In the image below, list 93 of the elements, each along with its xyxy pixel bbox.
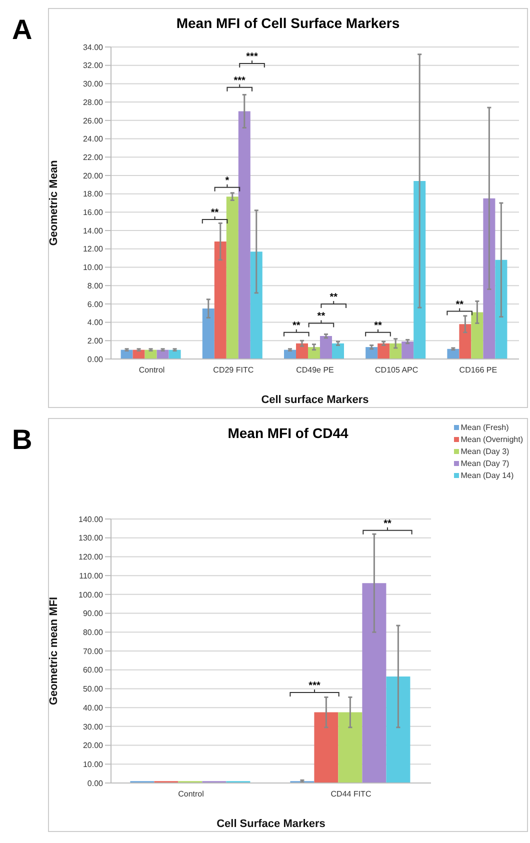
- y-tick-label: 100.00: [78, 590, 104, 600]
- y-tick-label: 20.00: [82, 741, 104, 750]
- text: A: [12, 14, 32, 46]
- y-tick-label: 10.00: [82, 760, 104, 769]
- y-tick-label: 12.00: [82, 244, 104, 254]
- y-tick-label: 30.00: [82, 722, 104, 732]
- bar: [226, 196, 238, 359]
- x-tick-label: Control: [178, 790, 204, 799]
- bar: [459, 324, 472, 359]
- bar: [414, 180, 426, 359]
- bar: [308, 347, 320, 359]
- y-tick-label: 30.00: [82, 80, 104, 89]
- bar: [332, 343, 344, 359]
- y-tick-label: 34.00: [82, 42, 104, 52]
- y-tick-label: 140.00: [78, 514, 104, 524]
- x-tick-label: Control: [138, 366, 165, 375]
- y-tick-label: 130.00: [78, 534, 104, 543]
- bar: [471, 312, 484, 359]
- annotation: **: [456, 299, 464, 310]
- y-tick-label: 80.00: [82, 628, 104, 637]
- bar: [250, 252, 262, 359]
- y-tick-label: 16.00: [82, 208, 104, 218]
- bar: [495, 260, 508, 359]
- y-tick-label: 4.00: [87, 318, 104, 328]
- bar: [296, 343, 308, 359]
- bar: [320, 336, 332, 359]
- y-tick-label: 0.00: [87, 778, 104, 788]
- annotation: *: [225, 175, 230, 186]
- y-tick-label: 60.00: [82, 666, 104, 675]
- y-tick-label: 6.00: [87, 300, 104, 309]
- annotation: **: [384, 518, 392, 530]
- bar: [144, 350, 157, 359]
- y-axis-title: Geometric Mean: [48, 160, 60, 246]
- bar: [238, 111, 250, 359]
- bar: [214, 242, 226, 359]
- chart-title: Mean MFI of CD44: [228, 425, 348, 441]
- bar: [338, 712, 362, 783]
- legend-label: Mean (Day 3): [460, 447, 510, 456]
- legend-label: Mean (Fresh): [460, 423, 509, 432]
- text: B: [12, 424, 32, 456]
- bar: [314, 712, 338, 783]
- y-tick-label: 26.00: [82, 116, 104, 126]
- x-tick-label: CD105 APC: [375, 366, 418, 375]
- x-tick-label: CD44 FITC: [330, 790, 372, 799]
- y-tick-label: 20.00: [82, 171, 104, 180]
- x-tick-label: CD166 PE: [459, 366, 498, 375]
- legend-label: Mean (Day 14): [460, 471, 514, 480]
- bar: [402, 342, 414, 359]
- y-tick-label: 8.00: [87, 281, 104, 290]
- bar: [366, 347, 378, 359]
- y-tick-label: 24.00: [82, 134, 104, 144]
- legend-label: Mean (Overnight): [460, 435, 523, 444]
- annotation: ***: [308, 680, 320, 692]
- y-tick-label: 50.00: [82, 684, 104, 694]
- x-axis-title: Cell surface Markers: [261, 394, 369, 406]
- x-axis-title: Cell Surface Markers: [216, 818, 326, 830]
- bar: [378, 343, 390, 359]
- bar: [132, 350, 145, 359]
- y-tick-label: 18.00: [82, 190, 104, 199]
- annotation: **: [330, 292, 338, 303]
- bar: [202, 308, 214, 359]
- y-tick-label: 40.00: [82, 703, 104, 712]
- annotation: ***: [246, 52, 258, 63]
- bar: [386, 676, 410, 783]
- y-tick-label: 120.00: [78, 552, 104, 562]
- x-tick-label: CD49e PE: [296, 366, 334, 375]
- bar: [447, 348, 460, 359]
- y-tick-label: 110.00: [79, 571, 104, 580]
- y-tick-label: 14.00: [82, 226, 104, 236]
- annotation: **: [210, 208, 219, 219]
- chart-title: Mean MFI of Cell Surface Markers: [175, 15, 401, 31]
- bar: [156, 350, 169, 359]
- y-tick-label: 22.00: [82, 152, 104, 162]
- y-tick-label: 10.00: [82, 263, 104, 272]
- bar: [483, 198, 496, 359]
- legend-label: Mean (Day 7): [460, 459, 510, 468]
- bar: [390, 343, 402, 359]
- annotation: **: [292, 320, 300, 332]
- annotation: ***: [234, 75, 246, 86]
- annotation: **: [317, 311, 326, 322]
- x-tick-label: CD29 FITC: [213, 366, 254, 375]
- bar: [120, 350, 133, 359]
- y-axis-title: Geometric mean MFI: [48, 596, 60, 706]
- bar: [362, 583, 386, 783]
- bar: [284, 350, 296, 359]
- y-tick-label: 90.00: [82, 609, 104, 618]
- y-tick-label: 32.00: [82, 61, 104, 70]
- bar: [168, 350, 181, 359]
- y-tick-label: 0.00: [87, 354, 104, 364]
- annotation: **: [374, 320, 382, 332]
- y-tick-label: 70.00: [82, 646, 104, 656]
- y-tick-label: 28.00: [82, 98, 104, 107]
- y-tick-label: 2.00: [87, 336, 104, 346]
